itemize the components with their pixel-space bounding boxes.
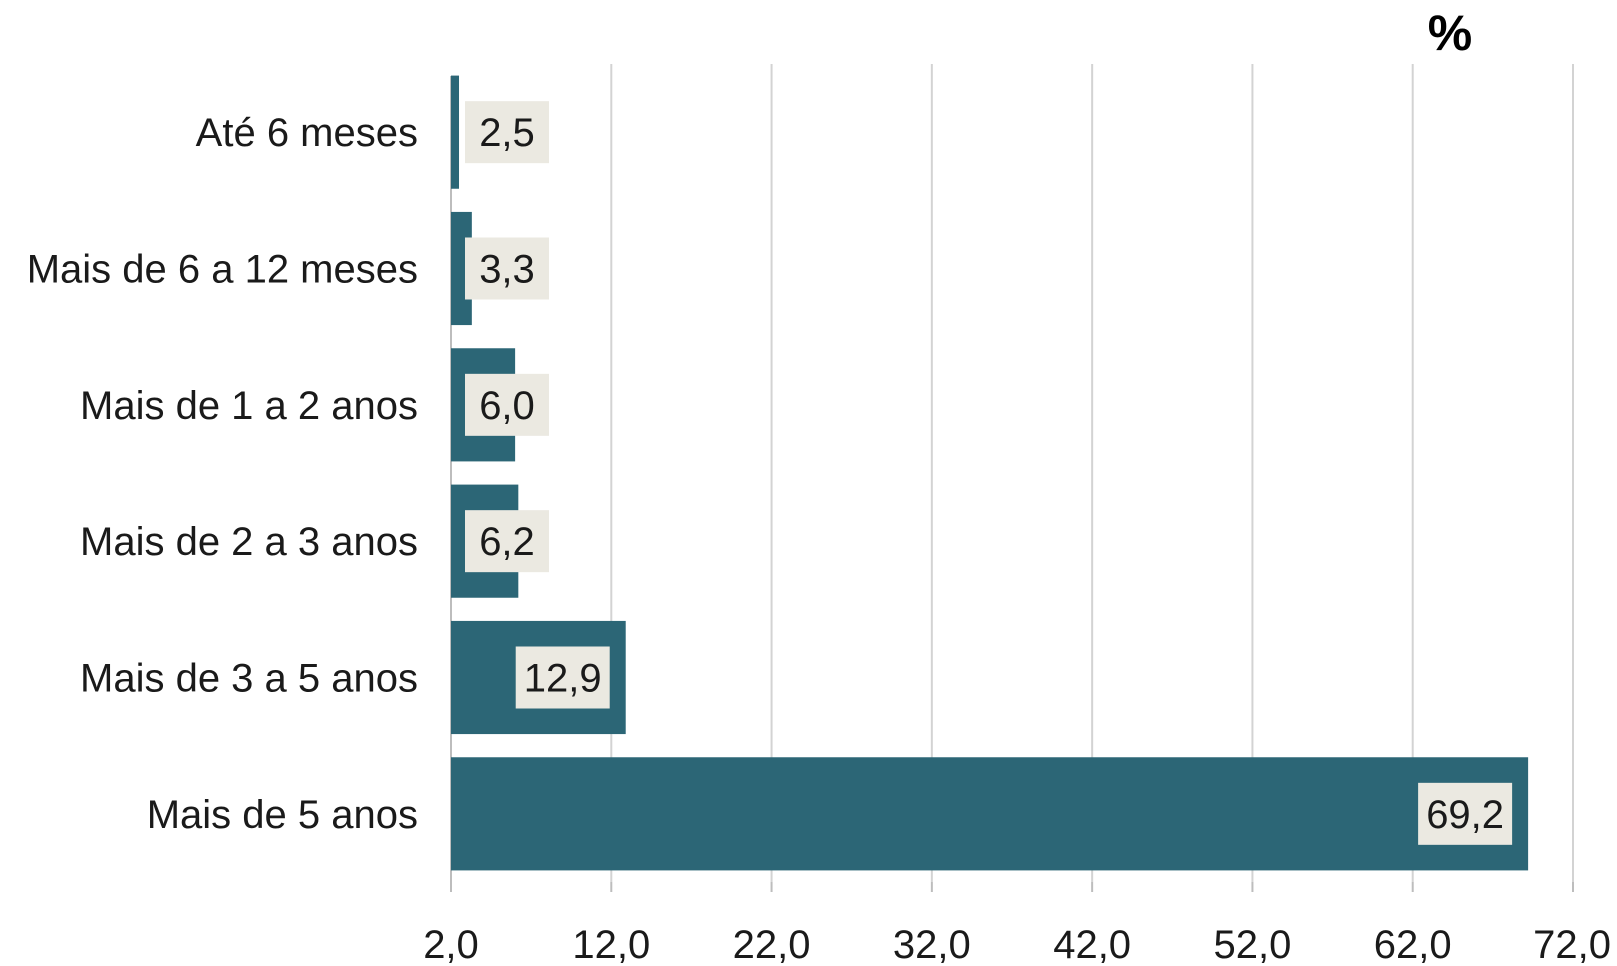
category-label: Até 6 meses (196, 111, 418, 155)
x-tick-label: 42,0 (1053, 923, 1131, 966)
x-tick-label: 12,0 (572, 923, 650, 966)
data-label: 12,9 (524, 657, 602, 701)
x-axis-tick-labels: 2,0 12,0 22,0 32,0 42,0 52,0 62,0 72,0 (423, 882, 1611, 966)
data-label-box (465, 101, 549, 164)
bars (451, 75, 1529, 871)
x-tick-label: 32,0 (893, 923, 971, 966)
data-label: 6,2 (479, 520, 535, 564)
category-label: Mais de 6 a 12 meses (27, 248, 418, 292)
bar (451, 75, 460, 189)
data-label: 2,5 (479, 111, 535, 155)
data-label-box (1418, 782, 1513, 845)
bar (451, 757, 1529, 871)
grid-lines (450, 64, 1574, 890)
category-label: Mais de 2 a 3 anos (80, 520, 418, 564)
category-label: Mais de 3 a 5 anos (80, 657, 418, 701)
data-label-box (465, 373, 549, 436)
category-labels: Até 6 meses Mais de 6 a 12 meses Mais de 1… (27, 111, 418, 837)
x-tick-label: 2,0 (423, 923, 479, 966)
x-tick-label: 62,0 (1374, 923, 1452, 966)
category-label: Mais de 1 a 2 anos (80, 384, 418, 428)
category-label: Mais de 5 anos (147, 793, 418, 837)
data-label-box (465, 237, 549, 300)
data-label: 6,0 (479, 384, 535, 428)
x-tick-label: 22,0 (733, 923, 811, 966)
data-label: 3,3 (479, 248, 535, 292)
data-label: 69,2 (1426, 793, 1504, 837)
data-labels: 2,5 3,3 6,0 6,2 12,9 69,2 (465, 101, 1513, 845)
x-tick-label: 72,0 (1533, 923, 1611, 966)
data-label-box (515, 646, 610, 709)
x-tick-label: 52,0 (1213, 923, 1291, 966)
unit-label: % (1428, 5, 1472, 61)
data-label-box (465, 510, 549, 573)
